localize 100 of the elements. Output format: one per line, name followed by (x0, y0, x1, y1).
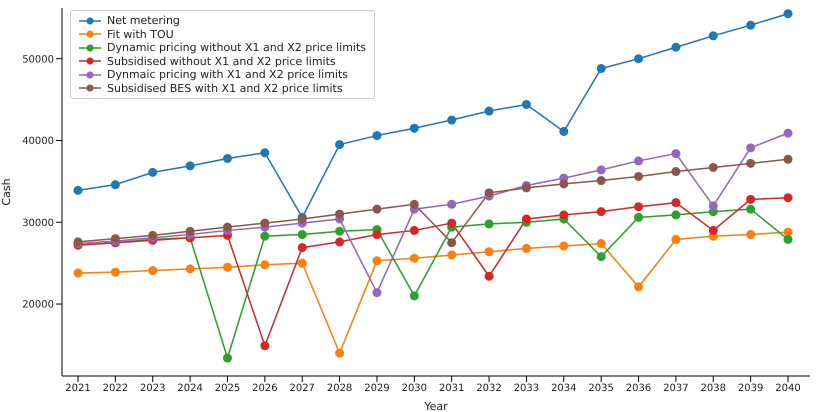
point (298, 258, 307, 268)
point (372, 288, 382, 298)
point (335, 348, 344, 358)
point (522, 183, 531, 192)
point (634, 156, 644, 166)
x-tick-label: 2036 (626, 383, 652, 394)
point (634, 202, 644, 212)
point (596, 64, 606, 74)
point (260, 148, 270, 158)
point (260, 341, 270, 350)
point (746, 194, 756, 204)
point (372, 256, 382, 266)
point (634, 282, 644, 292)
x-tick-label: 2031 (438, 383, 464, 394)
point (596, 207, 606, 216)
point (372, 204, 382, 214)
x-tick-label: 2027 (289, 383, 315, 394)
point (746, 158, 756, 168)
point (372, 131, 382, 140)
point (484, 272, 494, 281)
x-axis-title: Year (423, 400, 448, 412)
point (671, 234, 680, 244)
point (447, 238, 456, 248)
point (447, 218, 456, 228)
point (186, 161, 195, 170)
point (559, 126, 568, 136)
point (110, 268, 120, 277)
point (746, 20, 756, 30)
point (522, 244, 531, 253)
point (784, 193, 792, 202)
point (671, 198, 680, 208)
point (372, 230, 382, 240)
point (522, 214, 531, 224)
x-tick-label: 2026 (252, 383, 278, 394)
point (222, 262, 232, 272)
point (74, 268, 82, 278)
point (708, 201, 718, 210)
point (148, 266, 158, 276)
x-tick-label: 2022 (102, 383, 128, 394)
legend-label: Subsidised BES with X1 and X2 price limits (107, 82, 343, 95)
point (559, 179, 568, 188)
point (746, 230, 756, 240)
point (260, 218, 270, 228)
point (110, 234, 120, 244)
x-tick-label: 2023 (140, 383, 166, 394)
point (559, 210, 568, 220)
point (484, 188, 494, 198)
point (484, 106, 494, 116)
point (484, 219, 494, 228)
point (410, 254, 419, 263)
point (784, 234, 792, 244)
point (335, 210, 344, 219)
legend-label: Fit with TOU (107, 28, 174, 41)
y-tick-label: 50000 (22, 54, 54, 66)
point (74, 186, 82, 195)
x-tick-label: 2032 (476, 383, 502, 394)
point (596, 252, 606, 262)
point (596, 176, 606, 186)
x-tick-label: 2021 (65, 383, 91, 394)
point (186, 226, 195, 236)
legend-label: Net metering (107, 14, 180, 28)
legend-label: Dynamic pricing without X1 and X2 price limits (107, 41, 366, 54)
point (671, 167, 680, 176)
x-tick-label: 2033 (514, 383, 540, 394)
point (410, 226, 419, 235)
point (222, 222, 232, 232)
point (222, 354, 232, 363)
x-tick-label: 2038 (700, 383, 726, 394)
y-tick-label: 20000 (22, 300, 54, 311)
point (708, 31, 718, 40)
x-tick-label: 2034 (551, 383, 577, 394)
point (671, 42, 680, 52)
point (596, 239, 606, 248)
point (447, 250, 456, 260)
y-tick-label: 30000 (22, 218, 54, 229)
point (447, 200, 456, 209)
point (634, 172, 644, 181)
point (335, 237, 344, 246)
point (784, 228, 792, 237)
legend-label: Subsidised without X1 and X2 price limits (107, 54, 336, 68)
x-tick-label: 2029 (364, 383, 390, 394)
point (298, 230, 307, 240)
point (410, 291, 419, 300)
x-tick-label: 2028 (326, 383, 352, 394)
point (746, 204, 756, 214)
point (335, 140, 344, 150)
point (410, 124, 419, 133)
x-tick-label: 2024 (177, 383, 203, 394)
point (784, 154, 792, 164)
x-tick-label: 2030 (402, 383, 428, 394)
point (110, 180, 120, 190)
x-tick-label: 2025 (214, 383, 240, 394)
point (522, 100, 531, 109)
point (335, 226, 344, 236)
legend-label: Dynmaic pricing with X1 and X2 price limits (107, 68, 348, 82)
point (298, 243, 307, 252)
point (559, 241, 568, 250)
point (260, 260, 270, 270)
y-tick-label: 40000 (22, 136, 54, 148)
point (708, 226, 718, 235)
